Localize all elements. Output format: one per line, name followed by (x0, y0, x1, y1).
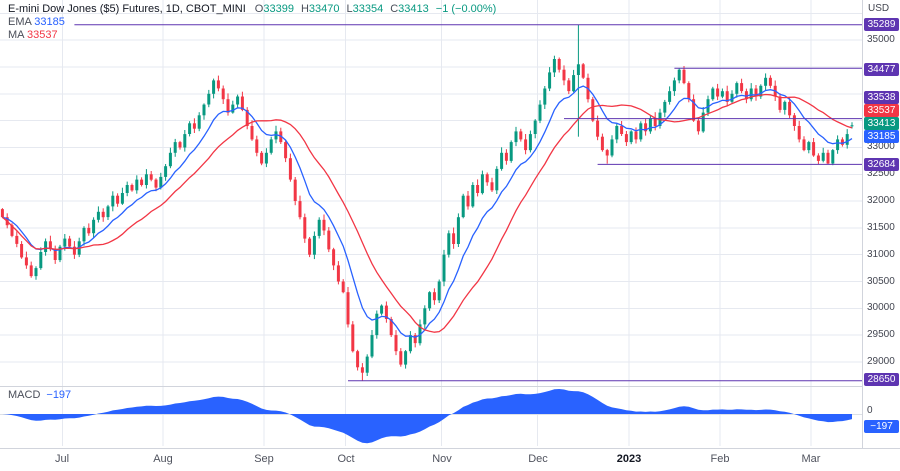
chart-legend: E-mini Dow Jones ($5) Futures, 1D, CBOT_… (8, 3, 496, 16)
time-axis[interactable]: Jul Aug Sep Oct Nov Dec 2023 Feb Mar (0, 448, 900, 471)
price-tick-label: 32000 (867, 195, 895, 206)
price-tick-label: 33000 (867, 141, 895, 152)
level-34477-badge[interactable]: 34477 (864, 63, 899, 76)
time-axis-label-sep: Sep (254, 453, 274, 465)
currency-label: USD (868, 3, 890, 14)
close-readout: C33413 (390, 3, 429, 15)
ema-line[interactable] (2, 85, 853, 338)
time-axis-label-dec: Dec (528, 453, 548, 465)
close-label: C (390, 3, 399, 15)
price-tick-label: 30500 (867, 276, 895, 287)
price-chart-canvas[interactable] (0, 0, 862, 448)
ema-legend[interactable]: EMA 33185 (8, 16, 65, 29)
price-tick-label: 31500 (867, 222, 895, 233)
high-readout: H33470 (301, 3, 340, 15)
ema-value-badge[interactable]: 33185 (864, 130, 899, 143)
time-axis-label-nov: Nov (432, 453, 452, 465)
macd-legend[interactable]: MACD −197 (8, 389, 71, 401)
level-33538-badge[interactable]: 33538 (864, 91, 899, 104)
price-tick-label: 29500 (867, 329, 895, 340)
open-readout: O33399 (255, 3, 294, 15)
high-label: H (300, 3, 309, 15)
time-axis-label-aug: Aug (153, 453, 173, 465)
macd-legend-value: −197 (46, 389, 72, 401)
ma-value-badge[interactable]: 33537 (864, 104, 899, 117)
high-value: 33470 (308, 3, 340, 15)
symbol-title[interactable]: E-mini Dow Jones ($5) Futures, 1D, CBOT_… (8, 3, 246, 15)
time-axis-label-oct: Oct (337, 453, 355, 465)
price-tick-label: 31000 (867, 249, 895, 260)
open-value: 33399 (263, 3, 294, 15)
macd-zero-label: 0 (867, 405, 873, 416)
ma-line[interactable] (1, 93, 853, 333)
last-price-badge[interactable]: 33413 (864, 117, 899, 130)
time-axis-label-feb: Feb (710, 453, 730, 465)
price-tick-label: 32500 (867, 168, 895, 179)
ema-label: EMA (8, 16, 32, 28)
close-value: 33413 (398, 3, 429, 15)
time-axis-label-mar: Mar (801, 453, 821, 465)
price-tick-label: 35000 (867, 34, 895, 45)
level-32684-badge[interactable]: 32684 (864, 158, 899, 171)
change-value: −1 (−0.00%) (435, 3, 497, 15)
ma-legend-value: 33537 (26, 29, 58, 41)
ma-legend[interactable]: MA 33537 (8, 29, 58, 42)
level-35289-badge[interactable]: 35289 (864, 18, 899, 31)
price-axis[interactable]: USD 35000 33000 32500 32000 31500 31000 30500 3… (862, 0, 900, 448)
macd-name: MACD (8, 389, 41, 401)
low-readout: L33354 (347, 3, 384, 15)
ema-legend-value: 33185 (34, 16, 65, 28)
low-value: 33354 (352, 3, 384, 15)
low-label: L (346, 3, 353, 15)
time-axis-label-2023: 2023 (616, 453, 642, 465)
macd-value-badge[interactable]: −197 (864, 420, 899, 433)
level-28650-badge[interactable]: 28650 (864, 373, 899, 386)
price-tick-label: 29000 (867, 356, 895, 367)
time-axis-label-jul: Jul (54, 453, 70, 465)
macd-area[interactable] (2, 389, 852, 444)
open-label: O (254, 3, 264, 15)
ma-label: MA (8, 29, 24, 41)
candles[interactable] (0, 24, 854, 381)
price-tick-label: 30000 (867, 302, 895, 313)
